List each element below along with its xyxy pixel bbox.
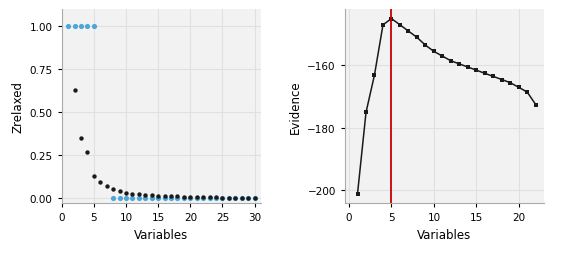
Point	[135, 193, 144, 197]
Point	[186, 195, 195, 199]
Point	[218, 196, 227, 200]
Point	[167, 195, 176, 199]
Point	[231, 196, 240, 200]
Point	[141, 193, 150, 197]
Point	[70, 88, 79, 92]
Point	[147, 196, 156, 200]
Point	[89, 174, 98, 178]
Point	[173, 195, 182, 199]
Point	[63, 25, 72, 29]
Point	[199, 196, 208, 200]
Point	[122, 191, 131, 195]
Point	[180, 195, 188, 199]
Point	[224, 196, 233, 200]
Point	[160, 196, 169, 200]
Point	[76, 136, 85, 140]
Point	[147, 194, 156, 198]
Point	[186, 196, 195, 200]
Point	[218, 196, 227, 200]
Point	[76, 25, 85, 29]
Point	[102, 184, 111, 188]
Y-axis label: Evidence: Evidence	[289, 80, 302, 133]
Point	[199, 195, 208, 199]
Point	[160, 194, 169, 198]
Point	[231, 196, 240, 200]
Point	[237, 196, 246, 200]
Point	[115, 196, 124, 200]
Point	[243, 196, 252, 200]
Point	[83, 25, 92, 29]
Point	[237, 196, 246, 200]
Point	[141, 196, 150, 200]
Point	[224, 196, 233, 200]
Point	[115, 189, 124, 193]
Point	[250, 196, 259, 200]
Point	[250, 196, 259, 200]
X-axis label: Variables: Variables	[417, 228, 472, 241]
Point	[205, 196, 214, 200]
Point	[154, 194, 163, 198]
Point	[167, 196, 176, 200]
Point	[83, 150, 92, 154]
Point	[154, 196, 163, 200]
Point	[128, 192, 137, 196]
Point	[135, 196, 144, 200]
Point	[192, 195, 201, 199]
Point	[109, 187, 118, 192]
Point	[128, 196, 137, 200]
Point	[211, 196, 220, 200]
Point	[243, 196, 252, 200]
Point	[70, 25, 79, 29]
Point	[173, 196, 182, 200]
Point	[205, 196, 214, 200]
Point	[109, 196, 118, 200]
Point	[192, 196, 201, 200]
Point	[89, 25, 98, 29]
X-axis label: Variables: Variables	[134, 228, 188, 241]
Y-axis label: Zrelaxed: Zrelaxed	[11, 81, 24, 133]
Point	[211, 196, 220, 200]
Point	[180, 196, 188, 200]
Point	[96, 181, 105, 185]
Point	[122, 196, 131, 200]
